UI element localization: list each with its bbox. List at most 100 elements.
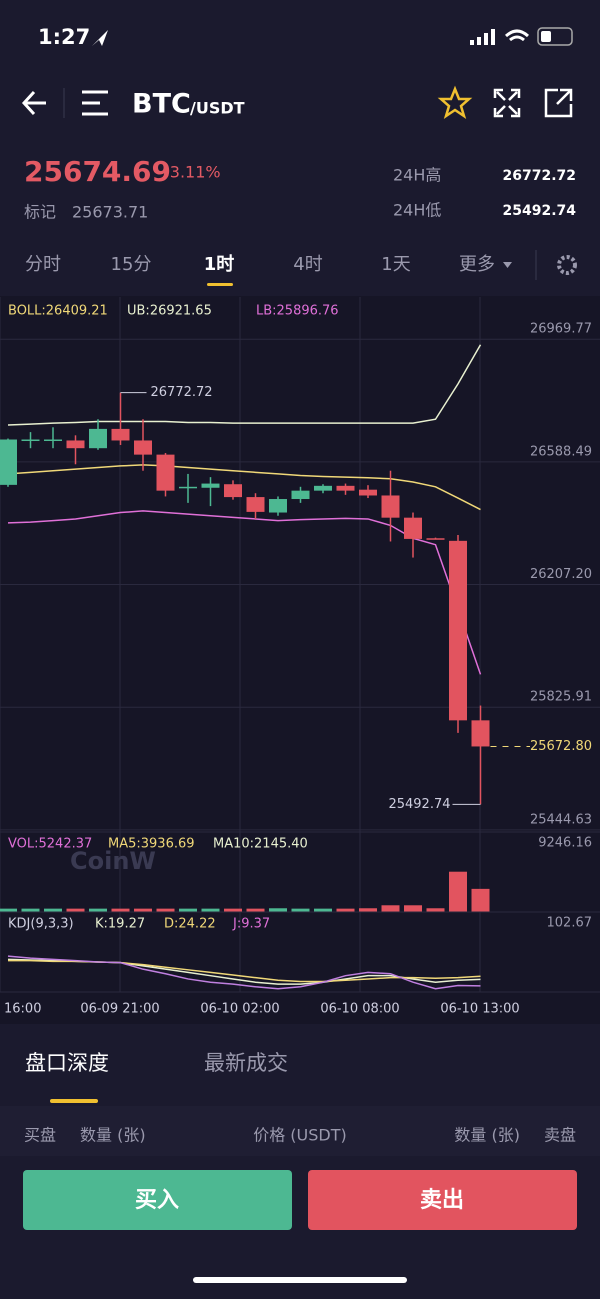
vol-tick-label: 9246.16 [538,836,592,851]
volume-bar [471,888,490,912]
candle-body [291,490,310,500]
kdj-legend: D:24.22 [164,917,216,932]
candle-body [336,485,355,491]
volume-bar [426,908,445,912]
x-tick-label: 06-10 02:00 [200,1002,279,1017]
column-header: 数量 (张) [454,1126,520,1145]
candle-body [404,517,422,539]
price-change: -3.11% [164,163,221,182]
volume-bar [201,908,220,912]
chart-panel [0,296,600,1024]
battery-level [541,31,551,42]
buy-button[interactable] [23,1170,292,1230]
volume-bar [404,905,422,912]
volume-bar [359,908,377,912]
sell-label: 卖出 [420,1187,464,1213]
volume-bar [381,905,400,912]
volume-bar [179,908,197,912]
volume-bar [269,908,287,912]
kdj-legend: J:9.37 [232,917,270,932]
interval-tab[interactable]: 更多 [459,254,495,275]
candle-body [201,483,220,488]
volume-bar [111,908,130,912]
candle-body [471,720,490,747]
low-annotation: 25492.74 [388,797,450,812]
interval-tab[interactable]: 15分 [111,254,152,275]
high-price: 26772.72 [502,168,576,184]
y-tick-label: 25444.63 [530,812,592,827]
location-icon [92,30,108,46]
back-button[interactable] [21,90,46,116]
kdj-j [7,955,481,990]
volume-bar [224,908,242,912]
y-tick-label: 25825.91 [530,690,592,705]
chart: 26969.77 26588.49 26207.20 25825.91 25444.63… [0,297,600,1017]
interval-tab[interactable]: 1天 [381,254,410,275]
y-tick-label: 26207.20 [530,567,592,582]
column-header: 买盘 [24,1126,56,1145]
candle-body [381,495,400,518]
boll-middle [7,464,481,511]
share-button[interactable] [544,88,573,118]
candle-body [314,485,332,491]
candle-body [426,538,445,540]
book-tab[interactable]: 盘口深度 [25,1051,109,1075]
candle-body [246,497,265,512]
buy-label: 买入 [135,1188,179,1213]
candle-body [89,428,107,449]
candle-body [111,428,130,441]
volume-bar [314,908,332,912]
last-price-label: 25672.80 [530,739,592,754]
active-tab-indicator [207,283,233,286]
kdj-legend: K:19.27 [95,917,145,932]
y-tick-label: 26588.49 [530,444,592,459]
volume-bar [134,908,152,912]
candle-body [0,439,17,485]
volume-bar [449,871,467,912]
settings-button[interactable] [557,255,577,275]
book-header [0,1106,600,1156]
book-tab[interactable]: 最新成交 [204,1051,288,1075]
interval-tabs: 分时 15分 1时 4时 1天 更多 [25,254,495,286]
interval-tab[interactable]: 4时 [293,254,322,275]
battery-icon [537,27,573,46]
boll-lower [7,510,482,675]
quote: /USDT [190,99,245,118]
volume-bar [66,908,85,912]
interval-tab[interactable]: 分时 [25,254,61,275]
candle-body [21,439,40,442]
volume-bar [246,908,265,912]
indicator-legend: BOLL:26409.21 [8,304,108,319]
indicator-legend: UB:26921.65 [127,304,212,319]
candle-body [66,440,85,449]
column-header: 数量 (张) [80,1126,146,1145]
home-indicator [193,1277,407,1283]
interval-tab[interactable]: 1时 [204,254,235,275]
candle-body [134,440,152,455]
volume-bar [44,908,62,912]
active-tab-indicator [50,1099,98,1103]
symbol: BTC [132,89,191,120]
vol-legend: MA10:2145.40 [213,837,308,852]
favorite-button[interactable] [437,85,473,119]
x-tick-label: 06-09 21:00 [80,1002,159,1017]
sell-button[interactable] [308,1170,577,1230]
candle-body [224,484,242,498]
volume-bar [291,908,310,912]
status-time: 1:27 [38,25,90,49]
column-header: 价格 (USDT) [253,1126,347,1145]
last-price: 25674.69 [24,155,171,188]
candle-body [156,454,175,491]
low-price: 25492.74 [502,203,576,219]
volume-bar [89,908,107,912]
menu-button[interactable] [82,90,108,116]
high-label: 24H高 [393,166,441,185]
volume-bar [0,908,17,912]
candle-body [359,489,377,496]
fullscreen-button[interactable] [493,88,521,118]
candle-body [179,486,197,489]
dropdown-arrow [503,262,512,268]
low-label: 24H低 [393,201,441,220]
candle-body [44,439,62,442]
